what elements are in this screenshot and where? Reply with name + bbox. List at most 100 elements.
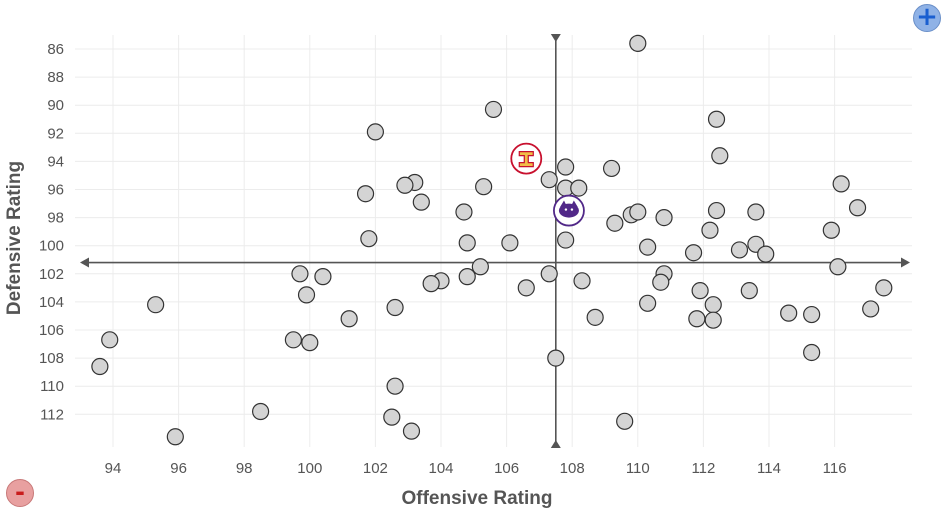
data-point[interactable] — [557, 231, 575, 249]
data-point[interactable] — [602, 159, 621, 178]
data-point[interactable] — [301, 334, 319, 352]
minus-icon: - — [15, 477, 25, 506]
data-point[interactable] — [684, 244, 703, 262]
data-point[interactable] — [422, 275, 440, 293]
data-point[interactable] — [803, 305, 821, 324]
data-point[interactable] — [803, 343, 821, 362]
y-tick-label: 112 — [40, 406, 64, 423]
data-point[interactable] — [704, 311, 722, 329]
data-point[interactable] — [501, 234, 519, 252]
y-tick-label: 108 — [39, 350, 64, 367]
y-tick-label: 98 — [47, 210, 64, 227]
x-tick-label: 112 — [691, 460, 715, 477]
data-point[interactable] — [704, 296, 722, 314]
x-tick-label: 96 — [170, 460, 187, 477]
y-tick-label: 110 — [40, 378, 64, 395]
data-point[interactable] — [101, 331, 119, 349]
data-point[interactable] — [629, 34, 647, 52]
data-point[interactable] — [396, 176, 414, 194]
data-point[interactable] — [639, 238, 657, 256]
data-point[interactable] — [540, 171, 558, 189]
data-point[interactable] — [652, 273, 670, 291]
data-point[interactable] — [832, 175, 850, 193]
data-point[interactable] — [711, 147, 729, 165]
y-tick-label: 88 — [47, 69, 64, 86]
data-point[interactable] — [252, 402, 270, 421]
iowa-state-logo[interactable] — [510, 142, 543, 175]
data-point[interactable] — [297, 286, 316, 304]
data-point[interactable] — [147, 296, 165, 314]
data-point[interactable] — [740, 282, 758, 300]
data-point[interactable] — [484, 100, 503, 119]
data-point[interactable] — [629, 203, 647, 221]
x-tick-label: 108 — [560, 460, 585, 477]
data-point[interactable] — [386, 298, 404, 317]
data-point[interactable] — [455, 203, 473, 221]
data-point[interactable] — [458, 234, 476, 252]
data-point[interactable] — [707, 201, 726, 220]
data-point[interactable] — [822, 221, 840, 239]
data-point[interactable] — [366, 123, 384, 141]
data-point[interactable] — [875, 279, 893, 297]
y-tick-label: 90 — [47, 97, 64, 114]
data-point[interactable] — [862, 300, 880, 318]
data-point[interactable] — [284, 331, 302, 349]
x-tick-label: 104 — [428, 460, 453, 477]
data-point[interactable] — [356, 185, 375, 203]
y-tick-label: 86 — [47, 41, 64, 58]
data-point[interactable] — [557, 158, 575, 176]
y-axis-ticks: 86 88 90 92 94 96 98 100 102 104 106 108 110 112 — [39, 41, 64, 423]
zoom-in-button[interactable]: + — [913, 4, 941, 32]
y-tick-label: 94 — [47, 153, 64, 170]
data-point[interactable] — [383, 408, 401, 426]
data-point[interactable] — [586, 308, 604, 326]
highlighted-teams — [510, 142, 585, 227]
data-point[interactable] — [701, 221, 719, 239]
data-point[interactable] — [360, 230, 378, 248]
data-point[interactable] — [402, 422, 421, 440]
right-arrow-icon — [901, 257, 910, 268]
data-point[interactable] — [291, 265, 309, 283]
x-axis-title: Offensive Rating — [402, 488, 553, 509]
data-point[interactable] — [547, 349, 565, 367]
data-point[interactable] — [517, 279, 535, 297]
plus-icon: + — [916, 2, 938, 32]
data-point[interactable] — [540, 265, 558, 283]
data-point[interactable] — [412, 193, 430, 211]
data-point[interactable] — [707, 110, 726, 128]
data-point[interactable] — [458, 268, 476, 286]
data-points — [91, 34, 893, 446]
x-tick-label: 110 — [626, 460, 650, 477]
y-tick-label: 100 — [39, 238, 64, 255]
data-point[interactable] — [780, 304, 798, 322]
bottom-arrow-icon — [550, 440, 561, 448]
data-point[interactable] — [386, 377, 404, 395]
data-point[interactable] — [570, 179, 588, 197]
data-point[interactable] — [91, 357, 109, 376]
x-tick-label: 114 — [757, 460, 781, 477]
data-point[interactable] — [314, 268, 332, 286]
data-point[interactable] — [340, 310, 358, 328]
y-tick-label: 96 — [47, 182, 64, 199]
x-tick-label: 100 — [297, 460, 322, 477]
data-point[interactable] — [688, 310, 706, 328]
x-tick-label: 106 — [494, 460, 519, 477]
x-tick-label: 102 — [363, 460, 388, 477]
data-point[interactable] — [606, 214, 624, 232]
data-point[interactable] — [166, 428, 184, 446]
data-point[interactable] — [730, 241, 749, 259]
data-point[interactable] — [829, 258, 847, 276]
data-point[interactable] — [691, 282, 709, 300]
zoom-out-button[interactable]: - — [6, 479, 34, 507]
data-point[interactable] — [573, 272, 591, 290]
data-point[interactable] — [655, 209, 673, 227]
data-point[interactable] — [757, 245, 775, 263]
data-point[interactable] — [471, 258, 489, 276]
data-point[interactable] — [475, 178, 493, 196]
data-point[interactable] — [616, 412, 634, 430]
data-point[interactable] — [639, 294, 657, 312]
data-point[interactable] — [747, 203, 765, 221]
kansas-state-logo[interactable] — [553, 194, 585, 227]
data-point[interactable] — [848, 199, 867, 217]
y-tick-label: 92 — [47, 125, 64, 142]
